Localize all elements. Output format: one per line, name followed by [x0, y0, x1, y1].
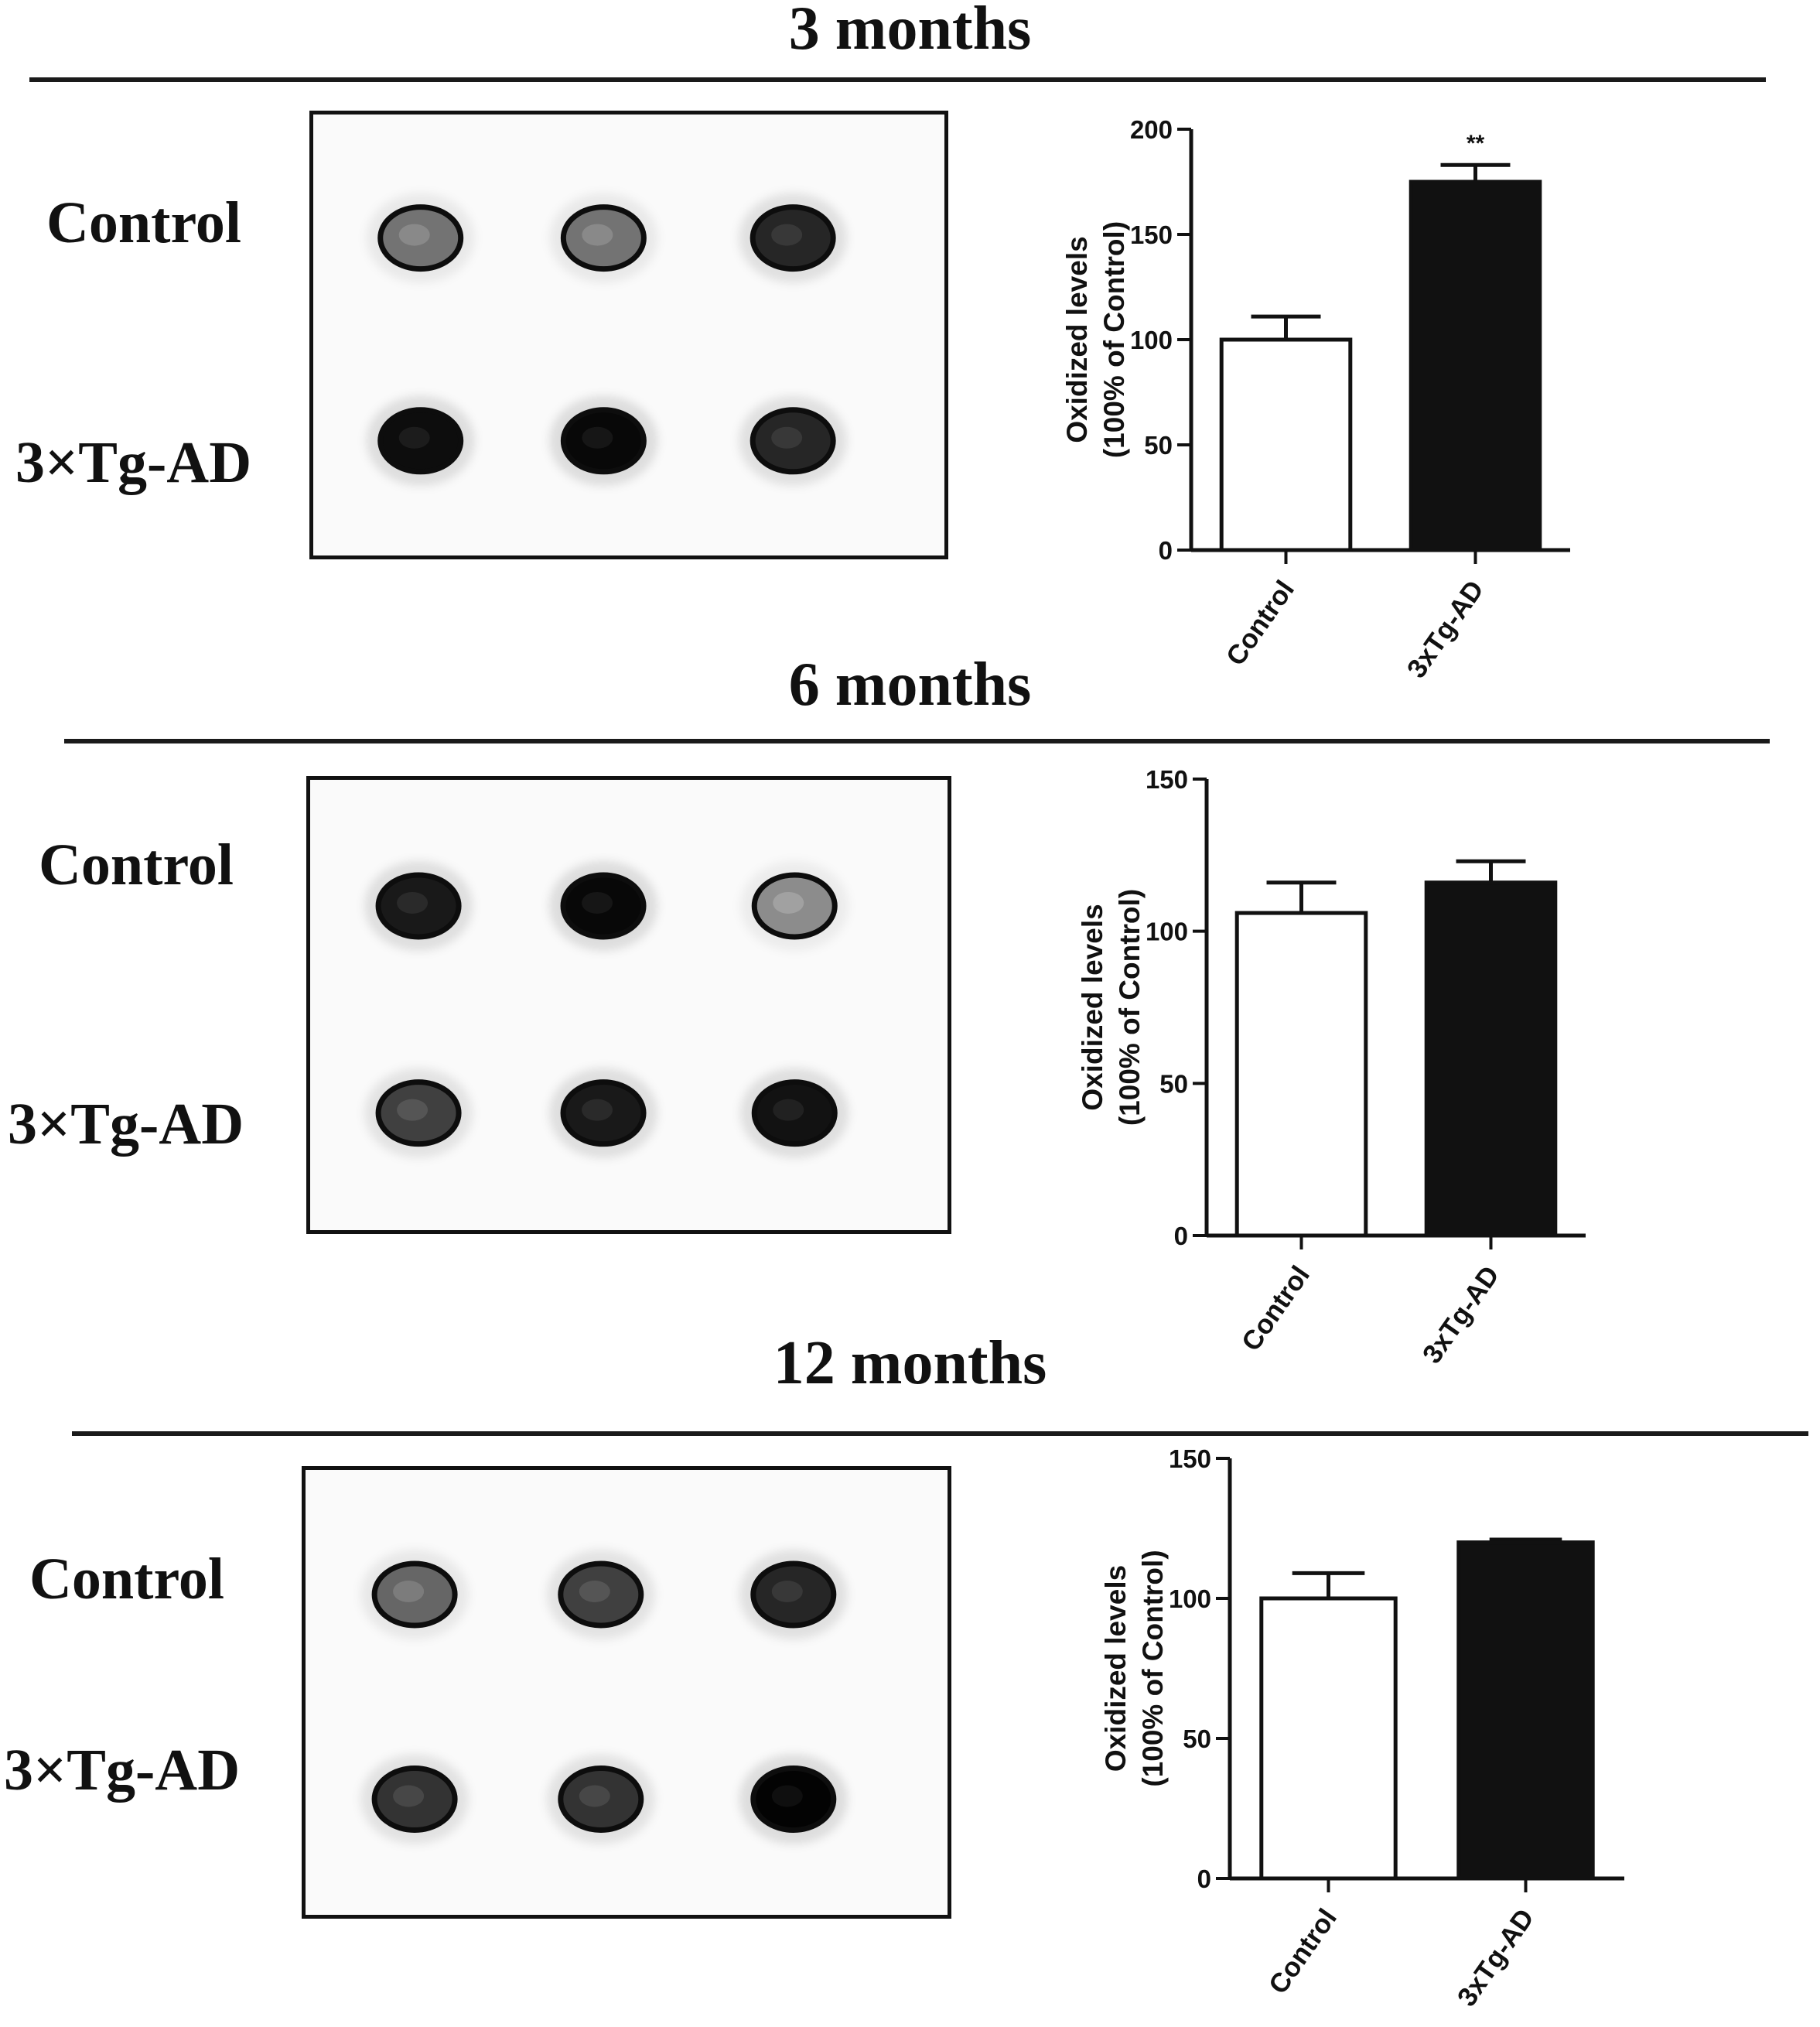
control-dot: [364, 860, 473, 951]
bar-control: [1234, 911, 1368, 1238]
row-label-control: Control: [39, 832, 234, 897]
control-dot: [360, 1550, 470, 1639]
y-tick-label: 100: [1146, 918, 1188, 946]
tg-ad-dot: [549, 395, 658, 486]
section-divider: [64, 739, 1770, 743]
y-axis-label: (100% of Control): [1137, 1550, 1169, 1786]
row-label-3xtg-ad: 3×Tg-AD: [15, 430, 252, 495]
y-tick-label: 0: [1174, 1222, 1188, 1250]
y-axis-label: (100% of Control): [1098, 221, 1130, 458]
tg-ad-dot: [739, 395, 848, 486]
y-tick-label: 200: [1130, 115, 1173, 144]
y-tick-label: 50: [1159, 1069, 1188, 1098]
y-tick-label: 50: [1183, 1724, 1211, 1753]
control-dot: [739, 193, 848, 283]
blot-canvas: [366, 193, 848, 486]
control-dot: [549, 193, 658, 283]
tg-ad-dot: [739, 1754, 848, 1844]
panel-title-12-months: 12 months: [773, 1329, 1047, 1397]
y-tick-label: 100: [1169, 1584, 1211, 1613]
section-divider: [72, 1431, 1808, 1436]
y-axis-label: Oxidized levels: [1077, 904, 1108, 1110]
row-label-3xtg-ad: 3×Tg-AD: [4, 1738, 241, 1803]
dot-blot-image: [302, 1466, 951, 1919]
y-tick-label: 0: [1159, 536, 1173, 565]
section-divider: [29, 77, 1766, 82]
bar-3xtg-ad: [1424, 880, 1558, 1238]
bar-chart: 0 50 100 150 Oxidized levels (100% of Control…: [1060, 762, 1779, 1377]
blot-canvas: [364, 860, 849, 1158]
tg-ad-dot: [740, 1068, 849, 1158]
tg-ad-dot: [546, 1754, 655, 1844]
x-tick-label: 3xTg-AD: [1452, 1903, 1540, 2012]
control-dot: [546, 1550, 655, 1639]
tg-ad-dot: [360, 1754, 470, 1844]
panel-title-6-months: 6 months: [788, 651, 1032, 719]
panel-title-3-months: 3 months: [788, 0, 1032, 63]
y-tick-label: 0: [1197, 1865, 1211, 1893]
x-tick-label: Control: [1263, 1903, 1343, 1999]
tg-ad-dot: [549, 1068, 658, 1158]
row-label-control: Control: [29, 1547, 224, 1612]
y-tick-label: 50: [1144, 431, 1173, 460]
bar-control: [1219, 337, 1353, 552]
control-dot: [549, 860, 658, 951]
y-axis-label: (100% of Control): [1114, 889, 1146, 1126]
control-dot: [366, 193, 475, 283]
row-label-3xtg-ad: 3×Tg-AD: [8, 1092, 244, 1157]
tg-ad-dot: [366, 395, 475, 486]
row-label-control: Control: [46, 190, 241, 255]
bar-control: [1259, 1596, 1398, 1881]
y-tick-label: 150: [1146, 765, 1188, 794]
control-dot: [739, 1550, 848, 1639]
dot-blot-image: [309, 111, 948, 559]
significance-marker: **: [1467, 131, 1485, 156]
y-tick-label: 100: [1130, 326, 1173, 354]
y-tick-label: 150: [1130, 220, 1173, 249]
dot-blot-image: [306, 776, 951, 1234]
y-axis-label: Oxidized levels: [1061, 236, 1093, 443]
bar-3xtg-ad: [1456, 1540, 1595, 1881]
bar-3xtg-ad: [1409, 179, 1542, 552]
blot-canvas: [360, 1550, 848, 1844]
tg-ad-dot: [364, 1068, 473, 1158]
y-axis-label: Oxidized levels: [1100, 1565, 1132, 1772]
y-tick-label: 150: [1169, 1444, 1211, 1473]
control-dot: [740, 860, 849, 951]
bar-chart: 0 50 100 150 Oxidized levels (100% of Control…: [1083, 1443, 1810, 2027]
bar-chart: 0 50 100 150 200 Oxidized levels (100% of Cont…: [1044, 106, 1764, 681]
